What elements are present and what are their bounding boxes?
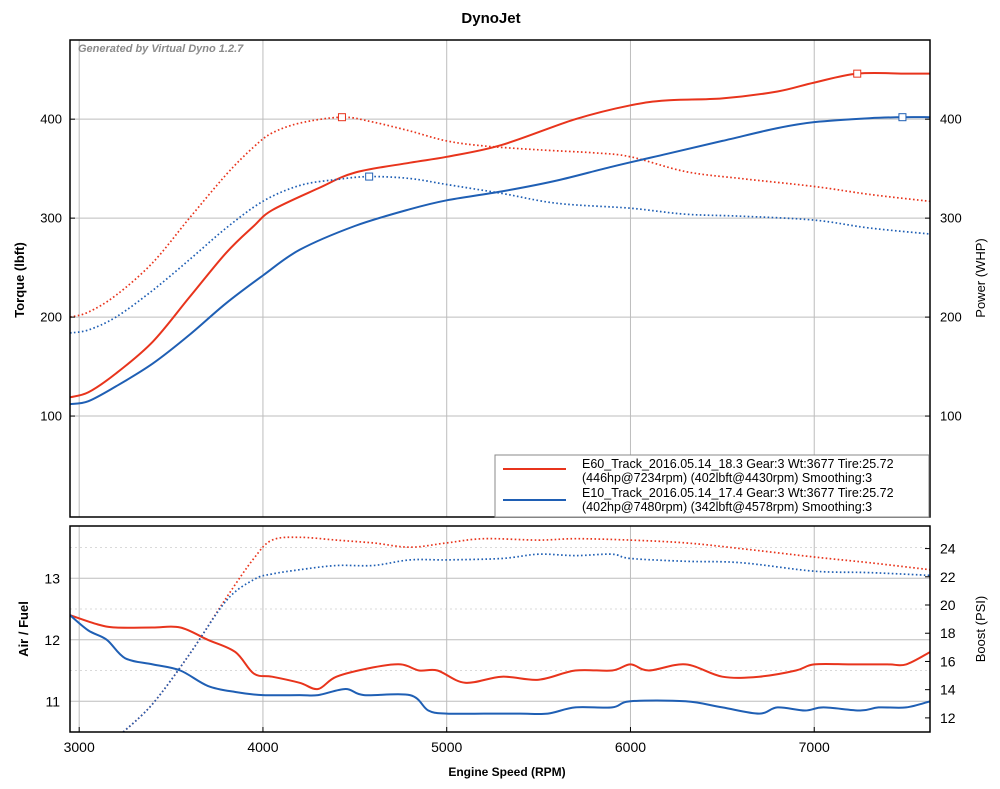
boost-tick-label: 16 xyxy=(940,653,956,669)
air-fuel-tick-label: 12 xyxy=(44,632,60,648)
x-axis-label: Engine Speed (RPM) xyxy=(448,765,565,779)
air-fuel-tick-label: 11 xyxy=(45,693,60,709)
torque-tick-label: 200 xyxy=(40,310,62,325)
boost-tick-label: 22 xyxy=(940,569,956,585)
generator-label: Generated by Virtual Dyno 1.2.7 xyxy=(78,43,244,55)
rpm-tick-label: 5000 xyxy=(431,739,462,755)
upper-ticks: 100 200 300 400 100 200 300 400 xyxy=(40,112,961,424)
power-tick-label: 300 xyxy=(940,211,962,226)
upper-series xyxy=(70,69,930,406)
upper-grid xyxy=(70,40,930,517)
torque-tick-label: 300 xyxy=(40,211,62,226)
air-fuel-tick-label: 13 xyxy=(44,570,60,586)
rpm-tick-label: 7000 xyxy=(799,739,830,755)
peak-marker xyxy=(337,113,346,122)
legend-run1-line1: E60_Track_2016.05.14_18.3 Gear:3 Wt:3677… xyxy=(582,457,894,471)
lower-series xyxy=(70,536,930,732)
legend-run2-line1: E10_Track_2016.05.14_17.4 Gear:3 Wt:3677… xyxy=(582,486,894,500)
rpm-tick-label: 4000 xyxy=(247,739,278,755)
boost-tick-label: 24 xyxy=(940,541,956,557)
lower-grid xyxy=(70,526,930,732)
lower-air_fuel-line-e60 xyxy=(70,614,930,691)
peak-marker xyxy=(365,172,374,181)
lower-frame xyxy=(69,525,931,733)
power-axis-label: Power (WHP) xyxy=(973,238,988,317)
legend-run1-line2: (446hp@7234rpm) (402lbft@4430rpm) Smooth… xyxy=(582,471,872,485)
boost-tick-label: 14 xyxy=(940,682,956,698)
peak-marker xyxy=(853,69,862,78)
boost-tick-label: 18 xyxy=(940,625,956,641)
air-fuel-axis-label: Air / Fuel xyxy=(16,601,31,657)
lower-ticks: 11 12 13 12 14 16 18 20 22 24 xyxy=(44,541,955,726)
power-tick-label: 200 xyxy=(940,310,962,325)
torque-tick-label: 400 xyxy=(40,112,62,127)
boost-tick-label: 20 xyxy=(940,597,956,613)
lower-air_fuel-line-e10 xyxy=(70,614,930,716)
boost-axis-label: Boost (PSI) xyxy=(973,596,988,662)
legend-box xyxy=(494,454,930,518)
legend-run2-line2: (402hp@7480rpm) (342lbft@4578rpm) Smooth… xyxy=(582,500,872,514)
lower-panel: 11 12 13 12 14 16 18 20 22 24 Air / Fuel Boost (P… xyxy=(16,525,988,733)
lower-plot-area xyxy=(70,526,930,732)
lower-boost-line-e60 xyxy=(122,536,930,732)
power-tick-label: 100 xyxy=(940,409,962,424)
upper-power-line-e10 xyxy=(70,116,930,406)
rpm-tick-label: 6000 xyxy=(615,739,646,755)
rpm-tick-label: 3000 xyxy=(64,739,95,755)
upper-torque-line-e10 xyxy=(70,175,930,334)
power-tick-label: 400 xyxy=(940,112,962,127)
chart-title: DynoJet xyxy=(461,10,520,27)
upper-power-line-e60 xyxy=(70,71,930,399)
lower-boost-line-e10 xyxy=(122,553,930,732)
legend: E60_Track_2016.05.14_18.3 Gear:3 Wt:3677… xyxy=(494,454,930,518)
upper-panel: Generated by Virtual Dyno 1.2.7 100 200 30… xyxy=(12,39,988,518)
upper-plot-area xyxy=(70,40,930,517)
boost-tick-label: 12 xyxy=(940,710,956,726)
peak-marker xyxy=(898,113,907,122)
torque-axis-label: Torque (lbft) xyxy=(12,242,27,318)
x-axis-ticks: 3000 4000 5000 6000 7000 xyxy=(64,727,830,755)
torque-tick-label: 100 xyxy=(40,409,62,424)
